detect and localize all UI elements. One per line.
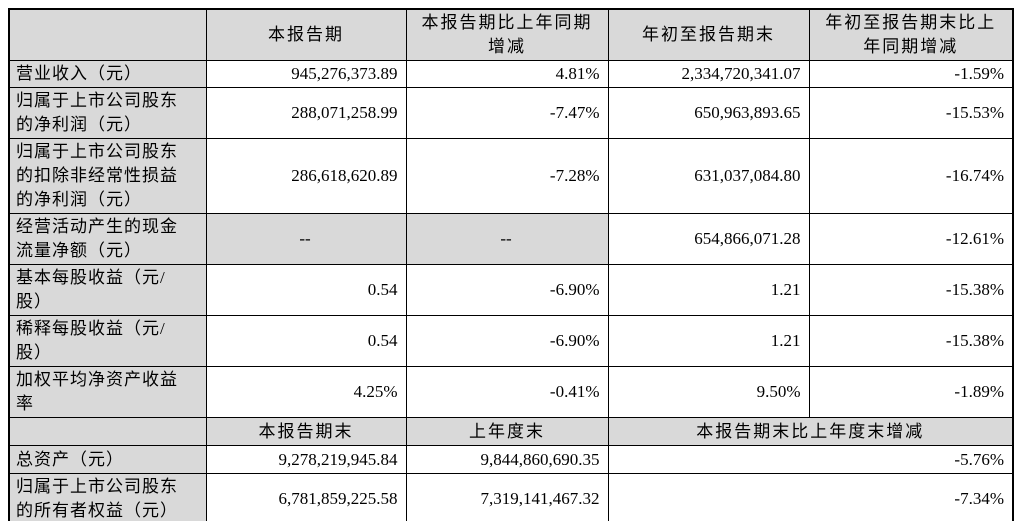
header-ytd-yoy-change: 年初至报告期末比上 年同期增减 bbox=[808, 8, 1014, 61]
period-header-row: 本报告期 本报告期比上年同期 增减 年初至报告期末 年初至报告期末比上 年同期增… bbox=[8, 8, 1014, 61]
ytd-yoy-change-value: -16.74% bbox=[808, 138, 1014, 214]
header-yoy-change: 本报告期比上年同期 增减 bbox=[405, 8, 609, 61]
header-current-period: 本报告期 bbox=[205, 8, 407, 61]
end-of-prior-year-value: 9,844,860,690.35 bbox=[405, 445, 609, 474]
current-period-value: 4.25% bbox=[205, 366, 407, 418]
current-period-value: 286,618,620.89 bbox=[205, 138, 407, 214]
ytd-value: 1.21 bbox=[607, 264, 810, 316]
metric-label: 归属于上市公司股东 的扣除非经常性损益 的净利润（元） bbox=[8, 138, 207, 214]
header-end-of-period: 本报告期末 bbox=[205, 417, 407, 446]
ytd-value: 9.50% bbox=[607, 366, 810, 418]
yoy-change-value: 4.81% bbox=[405, 60, 609, 88]
metric-label: 稀释每股收益（元/ 股） bbox=[8, 315, 207, 367]
metric-label: 基本每股收益（元/ 股） bbox=[8, 264, 207, 316]
header-period-vs-prior-year-change: 本报告期末比上年度末增减 bbox=[607, 417, 1014, 446]
balance-header-row: 本报告期末 上年度末 本报告期末比上年度末增减 bbox=[8, 417, 1014, 446]
metric-label: 营业收入（元） bbox=[8, 60, 207, 88]
ytd-yoy-change-value: -15.38% bbox=[808, 315, 1014, 367]
yoy-change-value: -0.41% bbox=[405, 366, 609, 418]
row-operating-cash-flow: 经营活动产生的现金 流量净额（元） -- -- 654,866,071.28 -… bbox=[8, 213, 1014, 265]
change-value: -5.76% bbox=[607, 445, 1014, 474]
header-ytd: 年初至报告期末 bbox=[607, 8, 810, 61]
metric-label: 加权平均净资产收益 率 bbox=[8, 366, 207, 418]
yoy-change-value: -6.90% bbox=[405, 264, 609, 316]
end-of-prior-year-value: 7,319,141,467.32 bbox=[405, 473, 609, 521]
end-of-period-value: 6,781,859,225.58 bbox=[205, 473, 407, 521]
ytd-value: 631,037,084.80 bbox=[607, 138, 810, 214]
ytd-value: 650,963,893.65 bbox=[607, 87, 810, 139]
current-period-value: -- bbox=[205, 213, 407, 265]
row-shareholders-equity: 归属于上市公司股东 的所有者权益（元） 6,781,859,225.58 7,3… bbox=[8, 473, 1014, 521]
metric-label: 归属于上市公司股东 的所有者权益（元） bbox=[8, 473, 207, 521]
header-end-of-prior-year: 上年度末 bbox=[405, 417, 609, 446]
current-period-value: 0.54 bbox=[205, 315, 407, 367]
change-value: -7.34% bbox=[607, 473, 1014, 521]
ytd-value: 654,866,071.28 bbox=[607, 213, 810, 265]
yoy-change-value: -6.90% bbox=[405, 315, 609, 367]
yoy-change-value: -7.47% bbox=[405, 87, 609, 139]
row-total-assets: 总资产（元） 9,278,219,945.84 9,844,860,690.35… bbox=[8, 445, 1014, 474]
yoy-change-value: -7.28% bbox=[405, 138, 609, 214]
current-period-value: 288,071,258.99 bbox=[205, 87, 407, 139]
ytd-value: 1.21 bbox=[607, 315, 810, 367]
header-empty-cell bbox=[8, 417, 207, 446]
row-weighted-avg-roe: 加权平均净资产收益 率 4.25% -0.41% 9.50% -1.89% bbox=[8, 366, 1014, 418]
row-net-profit: 归属于上市公司股东 的净利润（元） 288,071,258.99 -7.47% … bbox=[8, 87, 1014, 139]
ytd-yoy-change-value: -12.61% bbox=[808, 213, 1014, 265]
ytd-yoy-change-value: -1.89% bbox=[808, 366, 1014, 418]
financial-summary-table: 本报告期 本报告期比上年同期 增减 年初至报告期末 年初至报告期末比上 年同期增… bbox=[8, 8, 1014, 521]
metric-label: 归属于上市公司股东 的净利润（元） bbox=[8, 87, 207, 139]
current-period-value: 0.54 bbox=[205, 264, 407, 316]
row-operating-revenue: 营业收入（元） 945,276,373.89 4.81% 2,334,720,3… bbox=[8, 60, 1014, 88]
ytd-yoy-change-value: -15.38% bbox=[808, 264, 1014, 316]
header-empty-cell bbox=[8, 8, 207, 61]
row-net-profit-excl-nonrecurring: 归属于上市公司股东 的扣除非经常性损益 的净利润（元） 286,618,620.… bbox=[8, 138, 1014, 214]
ytd-yoy-change-value: -15.53% bbox=[808, 87, 1014, 139]
row-diluted-eps: 稀释每股收益（元/ 股） 0.54 -6.90% 1.21 -15.38% bbox=[8, 315, 1014, 367]
metric-label: 经营活动产生的现金 流量净额（元） bbox=[8, 213, 207, 265]
metric-label: 总资产（元） bbox=[8, 445, 207, 474]
current-period-value: 945,276,373.89 bbox=[205, 60, 407, 88]
yoy-change-value: -- bbox=[405, 213, 609, 265]
end-of-period-value: 9,278,219,945.84 bbox=[205, 445, 407, 474]
ytd-yoy-change-value: -1.59% bbox=[808, 60, 1014, 88]
ytd-value: 2,334,720,341.07 bbox=[607, 60, 810, 88]
row-basic-eps: 基本每股收益（元/ 股） 0.54 -6.90% 1.21 -15.38% bbox=[8, 264, 1014, 316]
